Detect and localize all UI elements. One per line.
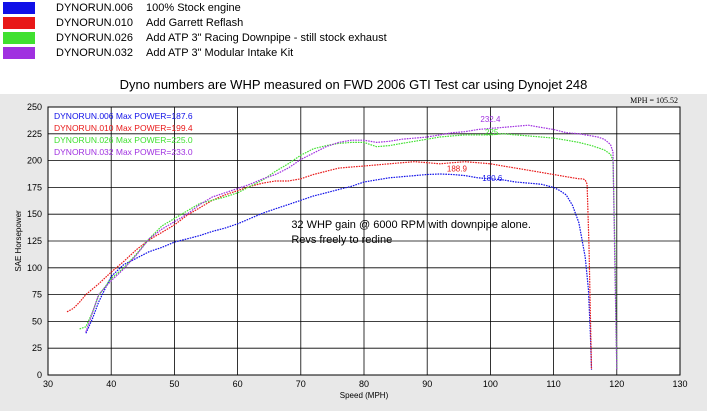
y-tick-label: 50 — [32, 316, 42, 326]
y-tick-label: 25 — [32, 343, 42, 353]
legend-swatch-green — [3, 32, 35, 44]
legend-swatch-purple — [3, 47, 35, 59]
y-tick-label: 150 — [27, 209, 42, 219]
x-tick-label: 90 — [422, 379, 432, 389]
x-tick-label: 30 — [43, 379, 53, 389]
peak-value-label: 232.4 — [480, 115, 501, 124]
max-power-label: DYNORUN.006 Max POWER=187.6 — [54, 111, 193, 121]
legend-description: 100% Stock engine — [146, 2, 241, 14]
x-tick-label: 80 — [359, 379, 369, 389]
y-axis-label: SAE Horsepower — [14, 210, 23, 272]
chart-heading: Dyno numbers are WHP measured on FWD 200… — [119, 77, 588, 92]
peak-value-label: 188.9 — [447, 164, 468, 173]
peak-value-label: 180.6 — [482, 174, 503, 183]
series-line-dynorun-006 — [85, 173, 593, 370]
legend-run-label: DYNORUN.032 — [56, 47, 134, 59]
y-tick-label: 0 — [37, 370, 42, 380]
x-tick-label: 100 — [483, 379, 498, 389]
x-axis-label: Speed (MPH) — [340, 391, 389, 400]
legend: DYNORUN.006 100% Stock engine DYNORUN.01… — [0, 0, 707, 72]
y-tick-label: 250 — [27, 102, 42, 112]
max-power-label: DYNORUN.032 Max POWER=233.0 — [54, 147, 193, 157]
x-tick-label: 110 — [546, 379, 560, 389]
legend-run-label: DYNORUN.010 — [56, 17, 134, 29]
legend-swatch-blue — [3, 2, 35, 14]
y-tick-label: 100 — [27, 263, 42, 273]
dyno-chart: 30 40 50 60 70 80 90 100 110 120 130 0 25 50 75 100 125 1… — [0, 94, 707, 411]
x-tick-label: 70 — [296, 379, 306, 389]
y-tick-label: 225 — [27, 129, 42, 139]
x-tick-label: 60 — [233, 379, 243, 389]
legend-run-label: DYNORUN.026 — [56, 32, 134, 44]
chart-annotation: 32 WHP gain @ 6000 RPM with downpipe alo… — [291, 219, 531, 231]
legend-swatch-red — [3, 17, 35, 29]
legend-run-label: DYNORUN.006 — [56, 2, 134, 14]
dyno-chart-panel: 30 40 50 60 70 80 90 100 110 120 130 0 25 50 75 100 125 1… — [0, 94, 707, 411]
y-tick-label: 125 — [27, 236, 42, 246]
x-tick-label: 50 — [169, 379, 179, 389]
legend-description: Add ATP 3" Modular Intake Kit — [146, 47, 294, 59]
x-tick-label: 40 — [106, 379, 116, 389]
legend-description: Add ATP 3" Racing Downpipe - still stock… — [146, 32, 387, 44]
max-power-label: DYNORUN.026 Max POWER=225.0 — [54, 135, 193, 145]
mph-readout: MPH = 105.52 — [630, 96, 678, 105]
chart-annotation: Revs freely to redine — [291, 234, 392, 246]
max-power-label: DYNORUN.010 Max POWER=199.4 — [54, 123, 193, 133]
series-line-dynorun-032 — [85, 124, 618, 370]
y-tick-label: 175 — [27, 182, 42, 192]
y-tick-label: 75 — [32, 290, 42, 300]
peak-value-label: 225 — [485, 128, 499, 137]
legend-description: Add Garrett Reflash — [146, 17, 244, 29]
series-line-dynorun-026 — [79, 133, 618, 370]
y-tick-label: 200 — [27, 156, 42, 166]
x-tick-label: 130 — [672, 379, 687, 389]
x-tick-label: 120 — [609, 379, 624, 389]
